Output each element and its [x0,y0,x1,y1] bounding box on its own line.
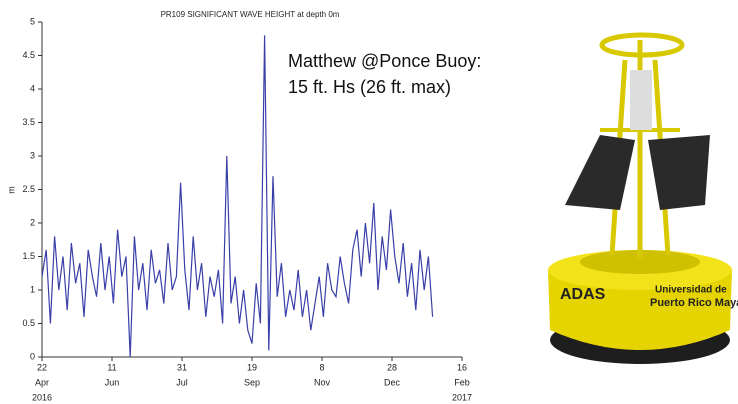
y-tick-label: 0 [30,351,35,361]
annotation: 15 ft. Hs (26 ft. max) [288,77,451,97]
x-tick-label: 8 [319,362,324,372]
svg-text:ADAS: ADAS [560,286,606,303]
y-tick-label: 1 [30,284,35,294]
y-tick-label: 1.5 [22,251,35,261]
y-tick-label: 3 [30,150,35,160]
x-tick-label: 31 [177,362,187,372]
y-tick-label: 5 [30,16,35,26]
y-tick-label: 2.5 [22,184,35,194]
chart-title: PR109 SIGNIFICANT WAVE HEIGHT at depth 0… [161,10,340,19]
y-axis-label: m [6,186,16,194]
x-tick-label: Nov [314,377,331,387]
y-tick-label: 0.5 [22,318,35,328]
x-tick-label: 11 [107,362,116,372]
chart: PR109 SIGNIFICANT WAVE HEIGHT at depth 0… [0,0,738,404]
x-tick-label: Apr [35,377,49,387]
x-tick-label: Feb [454,377,470,387]
x-tick-label: 19 [247,362,257,372]
x-tick-label: 2017 [452,392,472,402]
y-tick-label: 3.5 [22,117,35,127]
x-tick-label: 16 [457,362,467,372]
y-tick-label: 2 [30,217,35,227]
svg-text:Universidad de: Universidad de [655,285,727,296]
x-tick-label: 22 [37,362,47,372]
x-tick-label: Jul [176,377,188,387]
annotation: Matthew @Ponce Buoy: [288,51,481,71]
x-tick-label: 28 [387,362,397,372]
y-tick-label: 4.5 [22,50,35,60]
x-tick-label: Dec [384,377,401,387]
x-tick-label: Sep [244,377,260,387]
x-tick-label: Jun [105,377,120,387]
y-tick-label: 4 [30,83,35,93]
x-tick-label: 2016 [32,392,52,402]
svg-text:Puerto Rico Mayag: Puerto Rico Mayag [650,297,738,309]
